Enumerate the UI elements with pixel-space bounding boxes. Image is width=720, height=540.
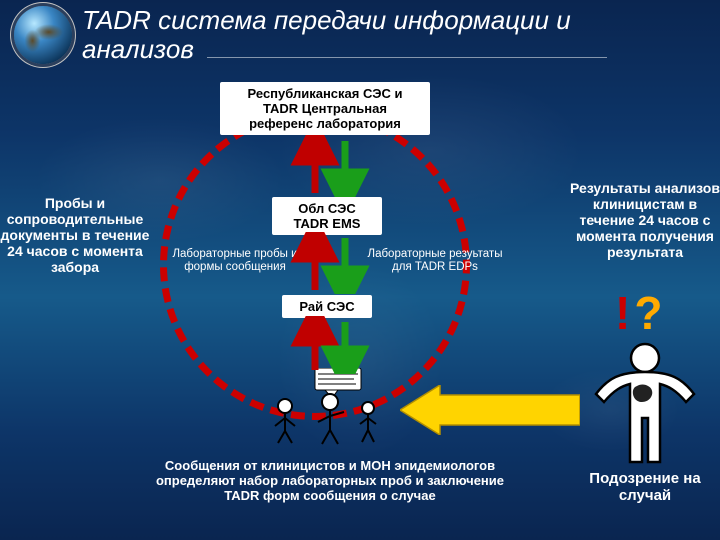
suspect-caption: Подозрение на случай (575, 470, 715, 504)
label-right-text: Лабораторные резуьтаты для TADR EDPs (368, 248, 503, 273)
left-caption: Пробы и сопроводительные документы в теч… (0, 195, 155, 275)
left-caption-text: Пробы и сопроводительные документы в теч… (1, 195, 150, 275)
exclamation-icon: ! (615, 287, 634, 339)
label-right: Лабораторные резуьтаты для TADR EDPs (360, 248, 510, 273)
page-title: TADR система передачи информации и анали… (82, 6, 642, 63)
box-top: Республиканская СЭС и TADR Центральная р… (220, 82, 430, 135)
title-underline (207, 57, 607, 58)
label-left-text: Лабораторные пробы и формы сообщения (172, 248, 297, 273)
clinicians-icon (260, 368, 390, 446)
title-text: TADR система передачи информации и анали… (82, 5, 571, 64)
box-low: Рай СЭС (282, 295, 372, 318)
bottom-caption-text: Сообщения от клиницистов и МОН эпидемиол… (156, 458, 504, 503)
label-left: Лабораторные пробы и формы сообщения (165, 248, 305, 273)
title-row: TADR система передачи информации и анали… (14, 6, 642, 64)
question-icon: ? (634, 287, 666, 339)
suspect-caption-text: Подозрение на случай (589, 470, 700, 504)
box-mid-label: Обл СЭС TADR EMS (294, 201, 361, 231)
person-outline-icon (590, 340, 700, 470)
right-caption: Результаты анализов клиницистам в течени… (565, 180, 720, 260)
box-top-label: Республиканская СЭС и TADR Центральная р… (248, 86, 403, 131)
alert-symbols: !? (615, 286, 666, 340)
box-mid: Обл СЭС TADR EMS (272, 197, 382, 235)
right-caption-text: Результаты анализов клиницистам в течени… (570, 180, 720, 260)
globe-icon (14, 6, 72, 64)
bottom-caption: Сообщения от клиницистов и МОН эпидемиол… (155, 458, 505, 503)
box-low-label: Рай СЭС (299, 299, 354, 314)
big-yellow-arrow (400, 385, 580, 435)
